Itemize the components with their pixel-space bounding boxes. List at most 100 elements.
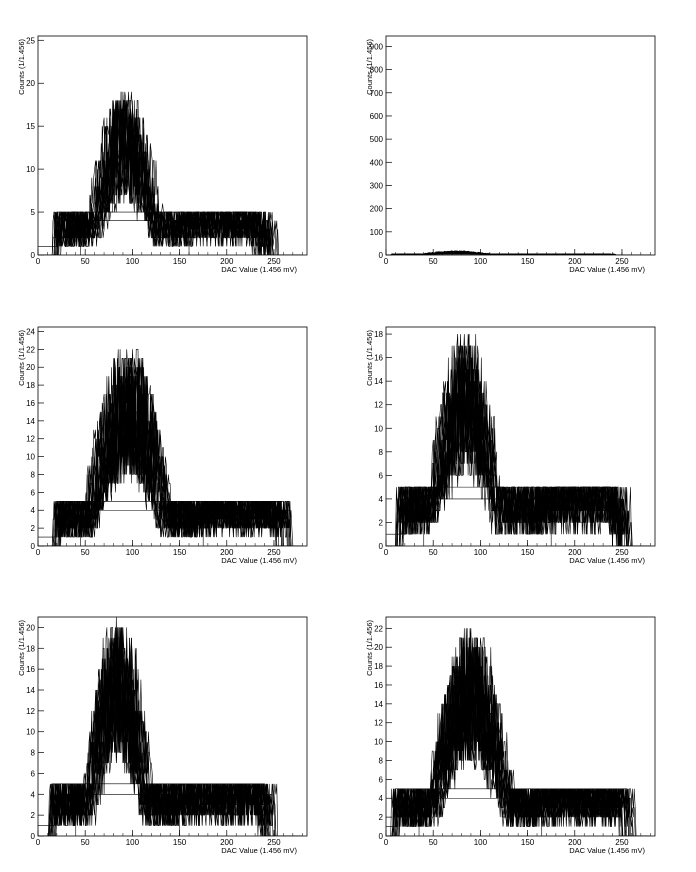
y-tick-label: 8 [31, 749, 36, 758]
panel-4: 0 50 100 150 200 250 0 2 4 6 8 10 12 14 16 18 DAC Value … [365, 326, 656, 565]
x-axis-title: DAC Value (1.456 mV) [569, 556, 645, 565]
y-tick-label: 20 [26, 363, 35, 372]
x-tick-label: 0 [36, 548, 41, 557]
trace-17 [38, 637, 303, 836]
x-tick-label: 200 [220, 838, 234, 847]
x-tick-label: 250 [267, 838, 281, 847]
y-tick-label: 10 [374, 424, 383, 433]
x-tick-label: 50 [429, 257, 438, 266]
trace-18 [38, 349, 303, 546]
y-tick-label: 12 [26, 435, 35, 444]
y-tick-label: 600 [370, 112, 384, 121]
y-tick-label: 12 [374, 719, 383, 728]
plot-frame [385, 326, 656, 547]
trace-18 [38, 627, 303, 836]
x-axis-title: DAC Value (1.456 mV) [221, 265, 297, 274]
x-tick-label: 150 [521, 838, 535, 847]
y-tick-label: 14 [374, 700, 383, 709]
y-tick-label: 800 [370, 66, 384, 75]
y-axis-title: Counts (1/1.456) [17, 39, 26, 95]
y-tick-label: 2 [379, 813, 384, 822]
x-tick-label: 50 [81, 548, 90, 557]
x-tick-label: 0 [36, 838, 41, 847]
y-tick-label: 14 [374, 377, 383, 386]
traces [38, 91, 303, 255]
y-tick-label: 0 [379, 542, 384, 551]
y-tick-label: 200 [370, 205, 384, 214]
y-tick-label: 0 [31, 251, 36, 260]
x-tick-label: 150 [173, 548, 187, 557]
y-tick-label: 20 [26, 623, 35, 632]
y-tick-label: 300 [370, 181, 384, 190]
y-tick-label: 6 [31, 488, 36, 497]
plateau-line [386, 486, 618, 546]
y-tick-label: 18 [26, 381, 35, 390]
x-tick-label: 100 [126, 838, 140, 847]
y-tick-label: 8 [31, 470, 36, 479]
y-tick-label: 10 [374, 738, 383, 747]
y-axis-title: Counts (1/1.456) [17, 330, 26, 386]
y-tick-label: 14 [26, 417, 35, 426]
y-tick-label: 4 [379, 495, 384, 504]
x-tick-label: 150 [173, 838, 187, 847]
y-tick-label: 10 [26, 728, 35, 737]
y-tick-label: 0 [379, 251, 384, 260]
y-tick-label: 22 [26, 345, 35, 354]
x-tick-label: 250 [267, 548, 281, 557]
traces [386, 628, 651, 836]
plot-frame [385, 616, 656, 837]
plot-frame [37, 35, 308, 256]
x-tick-label: 0 [384, 257, 389, 266]
y-tick-label: 12 [26, 707, 35, 716]
y-tick-label: 2 [31, 524, 36, 533]
y-tick-label: 16 [26, 399, 35, 408]
y-tick-label: 6 [379, 775, 384, 784]
y-tick-label: 4 [31, 506, 36, 515]
traces [38, 617, 303, 836]
y-tick-label: 2 [379, 518, 384, 527]
y-tick-label: 25 [26, 36, 35, 45]
y-tick-label: 900 [370, 42, 384, 51]
panel-5: 0 50 100 150 200 250 0 2 4 6 8 10 12 14 16 18 20 DAC Valu… [17, 616, 308, 855]
x-tick-label: 0 [384, 548, 389, 557]
x-tick-label: 100 [474, 838, 488, 847]
y-tick-label: 100 [370, 228, 384, 237]
y-tick-label: 0 [31, 832, 36, 841]
x-tick-label: 250 [615, 838, 629, 847]
traces [38, 348, 303, 546]
x-tick-label: 200 [220, 548, 234, 557]
plateau-line [38, 211, 261, 255]
y-tick-label: 8 [379, 448, 384, 457]
panel-2: 0 50 100 150 200 250 0 100 200 300 400 500 600 700 800… [365, 35, 656, 274]
x-tick-label: 50 [81, 838, 90, 847]
y-axis-title: Counts (1/1.456) [365, 330, 374, 386]
y-tick-label: 6 [31, 769, 36, 778]
x-axis-title: DAC Value (1.456 mV) [221, 846, 297, 855]
y-tick-label: 4 [379, 794, 384, 803]
y-tick-label: 8 [379, 756, 384, 765]
y-tick-label: 15 [26, 122, 35, 131]
y-tick-label: 16 [26, 665, 35, 674]
plateau-line [386, 788, 627, 836]
step-line [75, 793, 180, 836]
y-tick-label: 6 [379, 471, 384, 480]
y-tick-label: 12 [374, 401, 383, 410]
x-tick-label: 100 [126, 257, 140, 266]
x-tick-label: 200 [568, 838, 582, 847]
x-tick-label: 100 [474, 548, 488, 557]
plot-frame [37, 326, 308, 547]
y-tick-label: 500 [370, 135, 384, 144]
x-tick-label: 200 [568, 548, 582, 557]
y-tick-label: 5 [31, 208, 36, 217]
x-tick-label: 100 [474, 257, 488, 266]
traces [386, 334, 651, 546]
y-axis-title: Counts (1/1.456) [365, 620, 374, 676]
panel-3: 0 50 100 150 200 250024681012141618202224DAC … [17, 326, 308, 565]
x-tick-label: 200 [568, 257, 582, 266]
y-tick-label: 0 [379, 832, 384, 841]
plot-frame [37, 616, 308, 837]
x-tick-label: 50 [81, 257, 90, 266]
x-tick-label: 150 [521, 257, 535, 266]
x-tick-label: 250 [267, 257, 281, 266]
y-tick-label: 22 [374, 624, 383, 633]
